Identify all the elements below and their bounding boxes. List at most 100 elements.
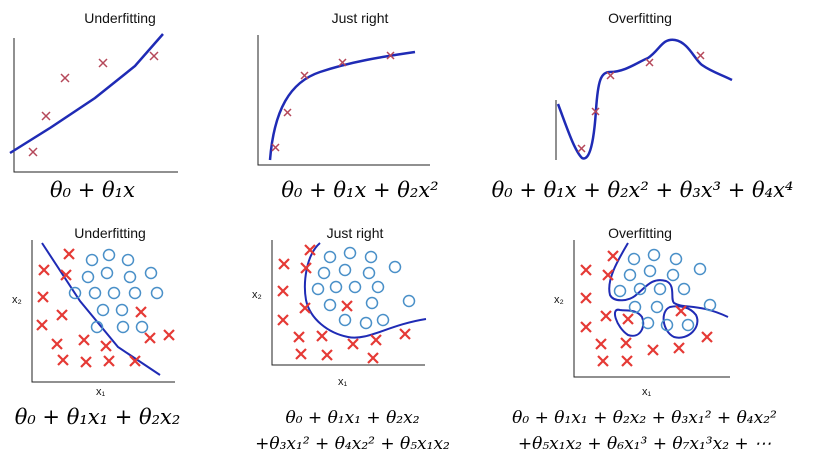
formula-classification-highorder-line2: +θ₅x₁x₂ + θ₆x₁³ + θ₇x₁³x₂ + ⋯ <box>517 434 772 454</box>
x-axis-label: x₁ <box>96 386 106 398</box>
cross <box>60 269 72 281</box>
data-cross <box>645 58 654 67</box>
panel-title: Just right <box>331 10 389 26</box>
data-cross <box>338 58 347 67</box>
negative-crosses <box>580 250 713 367</box>
circle <box>116 320 130 334</box>
regression-underfitting-plot <box>9 33 178 173</box>
formula-classification-highorder-line1: θ₀ + θ₁x₁ + θ₂x₂ + θ₃x₁² + θ₄x₂² <box>512 408 777 428</box>
panel-title: Underfitting <box>74 225 146 241</box>
cross <box>129 355 141 367</box>
cross <box>602 269 614 281</box>
formula-linear: θ₀ + θ₁x <box>50 178 135 202</box>
cross <box>100 340 112 352</box>
circle <box>323 250 337 264</box>
circle <box>402 294 416 308</box>
cross <box>278 258 290 270</box>
circle <box>144 266 158 280</box>
data-cross <box>696 51 705 60</box>
data-cross <box>386 51 395 60</box>
circle <box>660 318 674 332</box>
cross <box>78 334 90 346</box>
circle <box>135 320 149 334</box>
y-axis-label: x₂ <box>554 294 564 306</box>
regression-overfitting-plot <box>555 38 733 160</box>
circle <box>90 320 104 334</box>
cross <box>347 338 359 350</box>
cross <box>300 262 312 274</box>
circle <box>388 260 402 274</box>
circle <box>150 286 164 300</box>
circle <box>323 298 337 312</box>
cross <box>597 355 609 367</box>
cross <box>277 314 289 326</box>
circle <box>311 282 325 296</box>
circle <box>633 282 647 296</box>
circle <box>643 264 657 278</box>
formula-classification-quadratic-line1: θ₀ + θ₁x₁ + θ₂x₂ <box>285 408 420 428</box>
positive-circles <box>613 248 717 332</box>
panel-title: Just right <box>326 225 384 241</box>
cross <box>316 330 328 342</box>
data-crosses <box>271 51 395 152</box>
data-cross <box>271 143 280 152</box>
classification-overfitting-panel: Overfitting x₂ x₁ <box>470 215 819 467</box>
circle <box>647 248 661 262</box>
circle <box>628 300 642 314</box>
circle <box>100 266 114 280</box>
circle <box>627 252 641 266</box>
cross <box>370 334 382 346</box>
cross <box>63 248 75 260</box>
data-cross <box>591 107 600 116</box>
circle <box>359 316 373 330</box>
cross <box>57 354 69 366</box>
regression-overfitting-panel: Overfitting θ₀ + θ₁x + θ₂x² + θ₃x³ + θ₄x… <box>470 0 819 215</box>
cross <box>293 331 305 343</box>
circle <box>681 318 695 332</box>
circle <box>123 270 137 284</box>
classification-underfitting-plot: x₂ x₁ <box>12 240 175 398</box>
y-axis-label: x₂ <box>12 294 22 306</box>
circle <box>81 270 95 284</box>
circle <box>329 280 343 294</box>
cross <box>56 309 68 321</box>
circle <box>653 282 667 296</box>
circle <box>666 268 680 282</box>
regression-underfitting-panel: Underfitting θ₀ + θ₁x <box>0 0 270 215</box>
data-cross <box>41 111 51 121</box>
quadratic-fit-curve <box>268 50 416 161</box>
cross <box>399 328 411 340</box>
cross <box>595 338 607 350</box>
cross <box>135 306 147 318</box>
classification-underfitting-panel: Underfitting x₂ x₁ <box>0 215 220 467</box>
formula-quartic: θ₀ + θ₁x + θ₂x² + θ₃x³ + θ₄x⁴ <box>491 178 794 202</box>
cross <box>163 329 175 341</box>
cross <box>621 355 633 367</box>
cross <box>675 305 687 317</box>
circle <box>376 313 390 327</box>
y-axis-label: x₂ <box>252 289 262 301</box>
circle <box>68 286 82 300</box>
circle <box>338 263 352 277</box>
cross <box>38 264 50 276</box>
axes <box>271 240 425 366</box>
formula-quadratic: θ₀ + θ₁x + θ₂x² <box>281 178 439 202</box>
boundary-island-left <box>613 308 645 337</box>
cross <box>299 302 311 314</box>
data-crosses <box>577 51 705 153</box>
data-cross <box>60 73 70 83</box>
cross <box>295 348 307 360</box>
circle <box>693 262 707 276</box>
axes <box>573 240 730 378</box>
negative-crosses <box>277 244 411 364</box>
circle <box>121 253 135 267</box>
classification-justright-panel: Just right x₂ x₁ <box>240 215 470 467</box>
quartic-fit-curve <box>556 38 733 160</box>
cross <box>620 337 632 349</box>
cross <box>580 321 592 333</box>
circle <box>88 286 102 300</box>
circle <box>107 286 121 300</box>
data-cross <box>283 108 292 117</box>
negative-crosses <box>36 248 175 368</box>
complex-decision-boundary <box>608 242 729 318</box>
